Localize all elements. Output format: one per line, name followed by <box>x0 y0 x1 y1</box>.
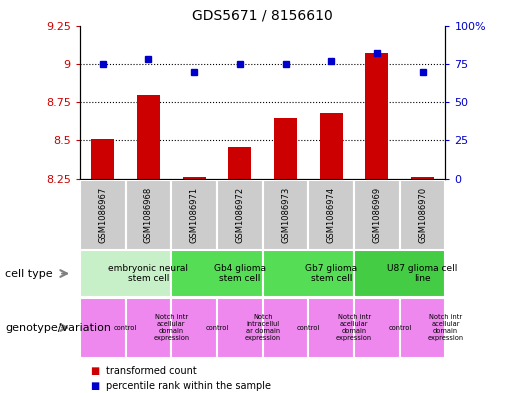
Text: ■: ■ <box>90 381 99 391</box>
Bar <box>217 180 263 250</box>
Bar <box>400 298 445 358</box>
Text: embryonic neural
stem cell: embryonic neural stem cell <box>108 264 188 283</box>
Text: GSM1086971: GSM1086971 <box>190 187 199 243</box>
Text: control: control <box>114 325 137 331</box>
Text: Notch intr
acellular
domain
expression: Notch intr acellular domain expression <box>336 314 372 341</box>
Title: GDS5671 / 8156610: GDS5671 / 8156610 <box>192 9 333 23</box>
Bar <box>217 298 263 358</box>
Bar <box>354 180 400 250</box>
Bar <box>263 250 354 297</box>
Bar <box>354 298 400 358</box>
Text: Gb4 glioma
stem cell: Gb4 glioma stem cell <box>214 264 266 283</box>
Text: ■: ■ <box>90 366 99 376</box>
Bar <box>171 298 217 358</box>
Text: percentile rank within the sample: percentile rank within the sample <box>106 381 270 391</box>
Bar <box>308 298 354 358</box>
Text: cell type: cell type <box>5 268 53 279</box>
Text: control: control <box>388 325 411 331</box>
Text: U87 glioma cell
line: U87 glioma cell line <box>387 264 458 283</box>
Text: genotype/variation: genotype/variation <box>5 323 111 332</box>
Text: control: control <box>297 325 320 331</box>
Text: GSM1086973: GSM1086973 <box>281 187 290 243</box>
Bar <box>366 53 388 179</box>
Text: GSM1086974: GSM1086974 <box>327 187 336 243</box>
Text: control: control <box>205 325 229 331</box>
Bar <box>137 94 160 179</box>
Text: transformed count: transformed count <box>106 366 196 376</box>
Bar <box>263 298 308 358</box>
Text: GSM1086969: GSM1086969 <box>372 187 382 243</box>
Bar <box>320 113 342 179</box>
Bar <box>80 298 126 358</box>
Bar <box>263 180 308 250</box>
Text: Gb7 glioma
stem cell: Gb7 glioma stem cell <box>305 264 357 283</box>
Bar <box>80 250 171 297</box>
Bar <box>183 177 205 179</box>
Bar <box>126 180 171 250</box>
Bar <box>91 139 114 179</box>
Text: GSM1086972: GSM1086972 <box>235 187 244 243</box>
Text: Notch intr
acellular
domain
expression: Notch intr acellular domain expression <box>153 314 190 341</box>
Bar <box>411 177 434 179</box>
Text: GSM1086968: GSM1086968 <box>144 187 153 243</box>
Bar <box>80 180 126 250</box>
Text: GSM1086970: GSM1086970 <box>418 187 427 243</box>
Bar <box>308 180 354 250</box>
Text: Notch intr
acellular
domain
expression: Notch intr acellular domain expression <box>427 314 464 341</box>
Bar <box>274 118 297 179</box>
Bar <box>400 180 445 250</box>
Bar <box>126 298 171 358</box>
Bar <box>228 147 251 179</box>
Text: GSM1086967: GSM1086967 <box>98 187 107 243</box>
Bar <box>354 250 445 297</box>
Bar <box>171 250 263 297</box>
Text: Notch
intracellul
ar domain
expression: Notch intracellul ar domain expression <box>245 314 281 341</box>
Bar <box>171 180 217 250</box>
